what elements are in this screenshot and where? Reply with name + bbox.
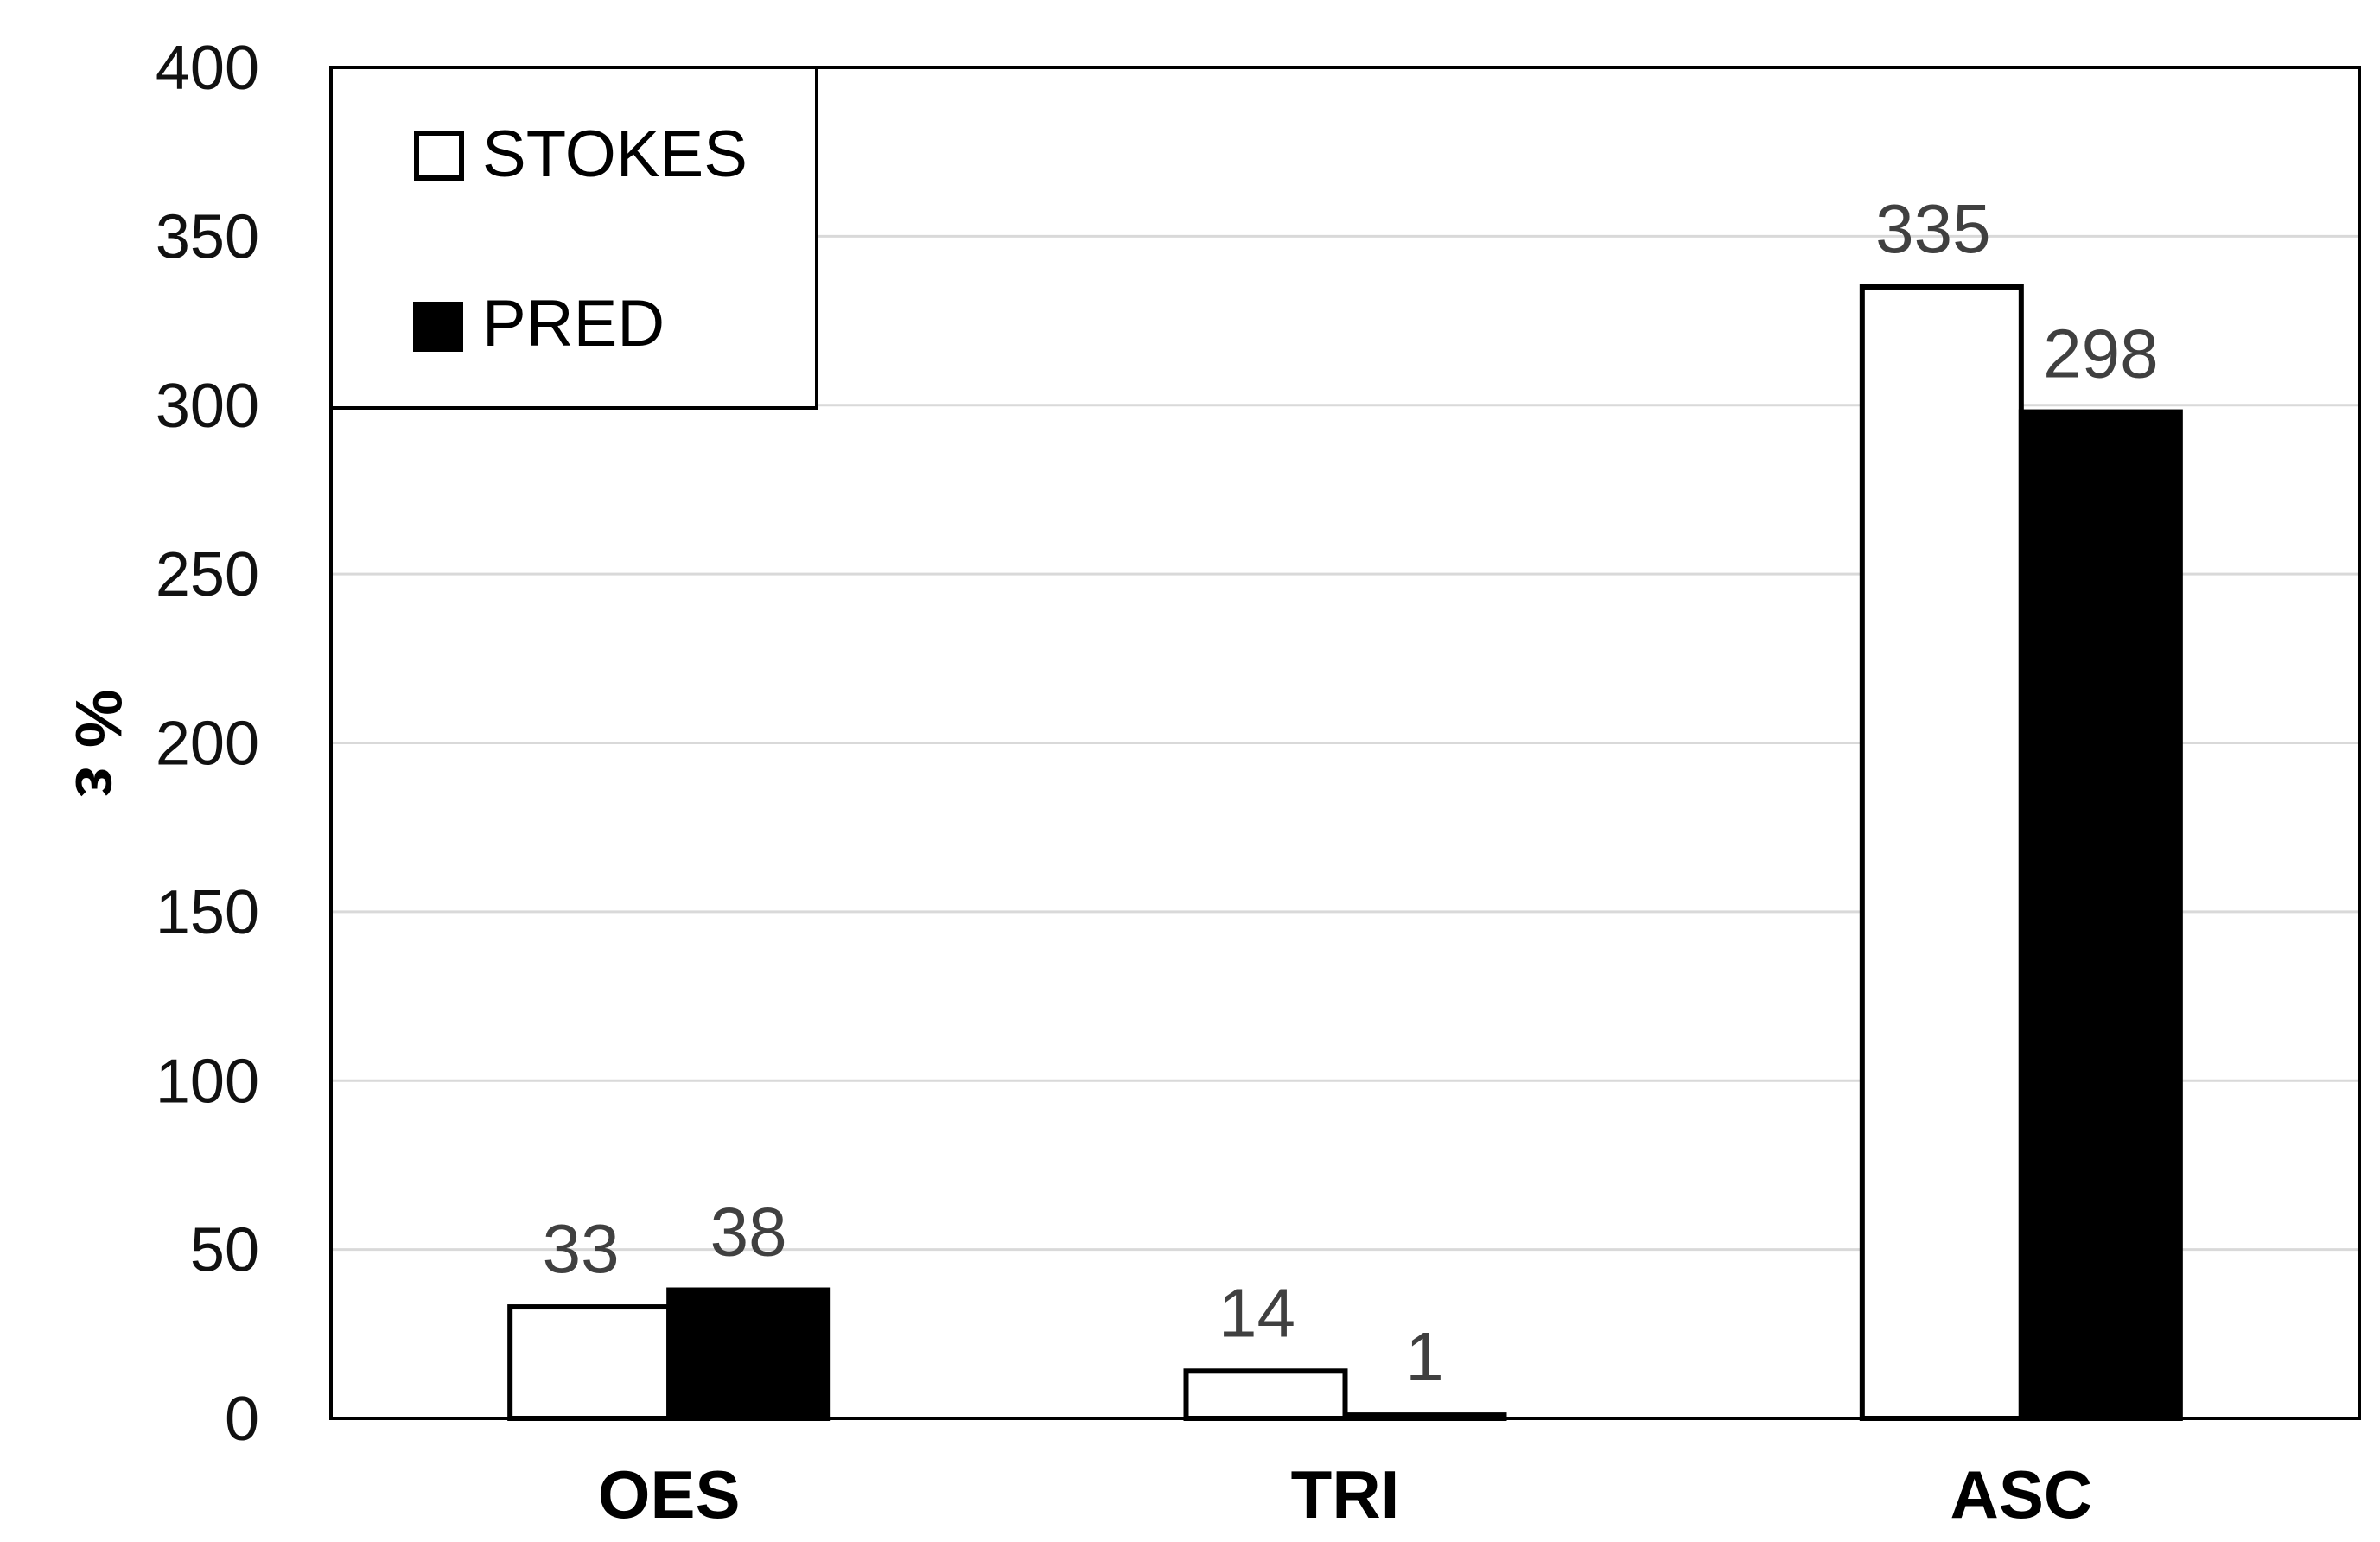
y-tick-label: 0: [225, 1385, 259, 1454]
data-label: 38: [710, 1194, 787, 1271]
x-category-label: OES: [598, 1456, 741, 1532]
legend-swatch-stokes: [414, 131, 464, 181]
legend-frame: [329, 66, 818, 410]
x-category-label: TRI: [1291, 1456, 1400, 1532]
y-tick-label: 350: [156, 202, 259, 271]
bar-pred-oes: [666, 1287, 831, 1422]
data-label: 335: [1875, 190, 1990, 267]
data-label: 33: [543, 1210, 620, 1287]
x-category-label: ASC: [1950, 1456, 2092, 1532]
bar-pred-asc: [2018, 409, 2183, 1422]
y-tick-label: 100: [156, 1047, 259, 1116]
y-tick-label: 50: [190, 1216, 259, 1285]
y-tick-label: 300: [156, 372, 259, 441]
legend: STOKES PRED: [329, 66, 818, 410]
y-tick-label: 200: [156, 710, 259, 779]
y-axis-title: % ε: [61, 690, 135, 798]
data-label: 1: [1405, 1318, 1444, 1395]
x-axis-categories: OES TRI ASC: [598, 1456, 2092, 1532]
y-axis-ticks: 0 50 100 150 200 250 300 350 400: [156, 34, 259, 1454]
data-labels: 33 38 14 1 335 298: [543, 190, 2159, 1395]
plot-area-frame: [329, 66, 2361, 1420]
bar-stokes-tri: [1183, 1368, 1348, 1422]
y-tick-label: 400: [156, 34, 259, 103]
bars: [507, 284, 2183, 1422]
data-label: 298: [2043, 315, 2158, 392]
bar-stokes-oes: [507, 1304, 672, 1421]
legend-swatch-pred: [413, 302, 463, 352]
y-tick-label: 150: [156, 878, 259, 947]
legend-label-pred: PRED: [482, 287, 665, 360]
legend-label-stokes: STOKES: [482, 118, 748, 191]
y-tick-label: 250: [156, 540, 259, 609]
data-label: 14: [1219, 1274, 1295, 1351]
bar-stokes-asc: [1859, 284, 2024, 1421]
